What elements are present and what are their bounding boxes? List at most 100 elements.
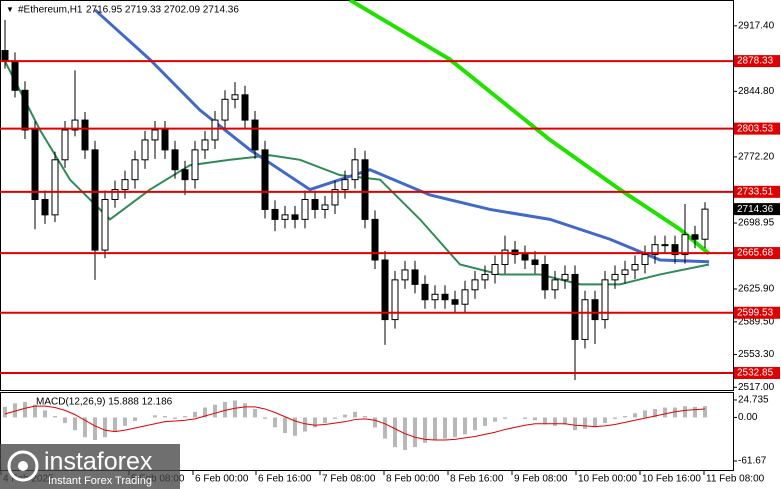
candle-body [391,279,399,321]
candle-body [221,98,229,121]
signal-line [4,405,706,441]
candle-body [441,293,449,301]
watermark: instaforex Instant Forex Trading [0,444,180,489]
macd-bar [563,417,567,425]
candle-body [451,299,459,305]
moving-average [93,8,710,264]
candle-body [661,244,669,247]
macd-bar [323,417,327,424]
candle-body [351,159,359,181]
macd-bar [493,417,497,422]
candle-body [181,169,189,181]
macd-bar [23,401,27,418]
level-tag [734,122,780,135]
level-tag [734,185,780,198]
candle-body [151,129,159,141]
macd-bar [343,414,347,418]
level-tag [734,306,780,319]
y-tick-label: 2772.20 [738,152,775,163]
macd-bar [433,417,437,441]
candle-body [381,259,389,321]
macd-bar [223,401,227,418]
tagline: Instant Forex Trading [48,475,152,487]
level-tag [734,55,780,68]
macd-bar [3,406,7,418]
candle-body [281,214,289,220]
macd-bar [583,417,587,429]
candle-body [651,244,659,256]
candle-body [641,254,649,266]
macd-bar [333,417,337,419]
macd-bar [183,416,187,418]
y-tick-label: 2625.90 [738,284,775,295]
macd-bar [543,417,547,425]
candle-body [541,264,549,291]
macd-bar [63,417,67,424]
macd-bar [423,417,427,443]
macd-bar [393,417,397,448]
candle-body [141,139,149,161]
brand: instaforex [44,448,153,476]
level-label: 2803.53 [737,123,774,134]
macd-bar [503,417,507,419]
y-tick-label: 2517.00 [738,382,775,393]
macd-bar [473,417,477,431]
candle-body [551,279,559,291]
candle-body [91,149,99,251]
candle-body [211,119,219,141]
candle-body [701,208,709,240]
x-tick-label: 7 Feb 08:00 [322,474,376,485]
level-label: 2878.33 [737,56,774,67]
macd-bar [373,417,377,428]
candle-body [71,119,79,131]
macd-bar [453,417,457,438]
logo-icon [7,450,39,482]
candle-body [571,273,579,340]
price-tag [734,203,780,216]
candle-body [581,299,589,340]
x-tick-label: 6 Feb 16:00 [258,474,312,485]
macd-bar [523,417,527,419]
macd-bar [613,417,617,419]
macd-bar [413,417,417,448]
macd-bar [53,416,57,418]
candle-body [51,159,59,216]
macd-bar [703,406,707,418]
candle-body [341,179,349,191]
macd-bar [213,404,217,418]
candle-body [621,269,629,275]
y-tick-label: -61.67 [738,456,767,467]
macd-bar [303,417,307,432]
candle-body [561,273,569,281]
menu-arrow[interactable]: ▼ [6,5,14,14]
candle-body [261,149,269,210]
candle-body [481,273,489,281]
candle-body [111,189,119,201]
macd-bar [383,417,387,439]
candle-body [161,129,169,151]
candle-body [101,199,109,251]
y-tick-label: 2844.80 [738,86,775,97]
macd-bar [443,417,447,439]
macd-bar [653,408,657,418]
candle-body [301,199,309,220]
x-tick-label: 8 Feb 16:00 [450,474,504,485]
macd-bar [233,400,237,418]
price-label: 2714.36 [737,204,774,215]
candle-body [401,269,409,281]
macd-bar [353,411,357,418]
candle-body [601,279,609,321]
macd-bar [193,411,197,418]
x-tick-label: 11 Feb 08:00 [706,474,765,485]
candle-body [31,129,39,201]
candle-body [631,264,639,271]
candle-body [691,234,699,240]
candle-body [41,199,49,216]
x-tick-label: 10 Feb 00:00 [578,474,637,485]
macd-bar [133,417,137,421]
candle-body [201,139,209,151]
macd-bar [663,407,667,418]
level-label: 2733.51 [737,186,774,197]
